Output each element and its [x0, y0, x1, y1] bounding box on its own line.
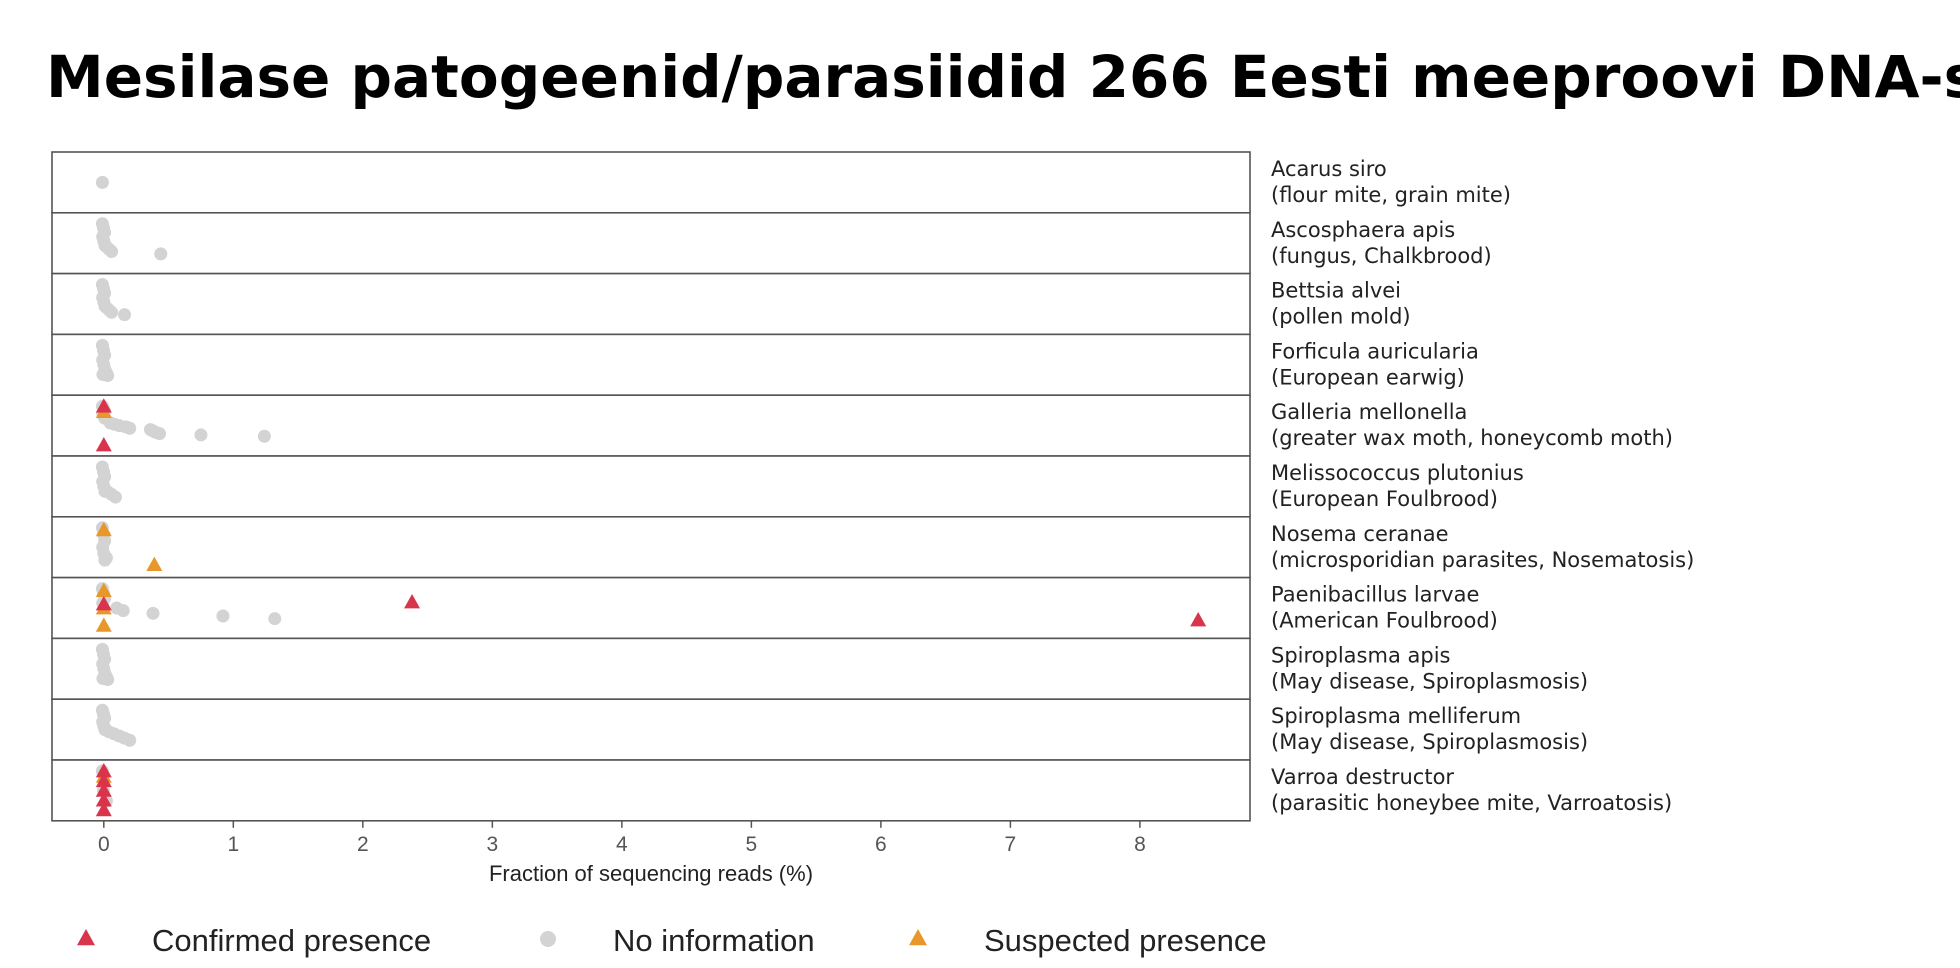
- no-information-point: [194, 428, 208, 442]
- confirmed-presence-point: [95, 772, 112, 788]
- confirmed-presence-point: [95, 437, 112, 452]
- legend-suspected-label: Suspected presence: [984, 923, 1267, 958]
- panel-frame: [51, 394, 1251, 457]
- x-tick-label: 5: [746, 833, 758, 856]
- legend-confirmed-marker: [77, 929, 95, 946]
- suspected-presence-point: [95, 582, 112, 597]
- no-information-point: [118, 308, 132, 322]
- panel-common-name-label: (microsporidian parasites, Nosematosis): [1271, 548, 1694, 572]
- panel-common-name-label: (flour mite, grain mite): [1271, 183, 1511, 207]
- panel-frame: [51, 151, 1251, 214]
- no-information-point: [123, 733, 137, 747]
- confirmed-presence-point: [95, 782, 112, 797]
- panel-frame: [51, 515, 1251, 579]
- panel-frame: [51, 759, 1251, 822]
- x-axis-label: Fraction of sequencing reads (%): [489, 861, 813, 886]
- panel: Spiroplasma apis(May disease, Spiroplasm…: [51, 637, 1588, 701]
- suspected-presence-point: [95, 617, 112, 632]
- panel: Paenibacillus larvae(American Foulbrood): [51, 576, 1498, 640]
- chart-legend: Confirmed presence No information Suspecte…: [77, 923, 1267, 958]
- panel: Melissococcus plutonius(European Foulbro…: [51, 455, 1524, 518]
- panel: Galleria mellonella(greater wax moth, ho…: [51, 394, 1673, 457]
- panel: Acarus siro(flour mite, grain mite): [51, 151, 1511, 214]
- no-information-point: [216, 609, 230, 623]
- panel: Bettsia alvei(pollen mold): [51, 272, 1411, 336]
- x-tick-label: 4: [616, 833, 628, 856]
- panel: Varroa destructor(parasitic honeybee mit…: [51, 759, 1672, 822]
- no-information-point: [257, 429, 271, 443]
- confirmed-presence-point: [95, 792, 112, 807]
- x-axis: 0 1 2 3 4 5 6 7 8: [98, 820, 1146, 856]
- panel-species-label: Bettsia alvei: [1271, 279, 1401, 303]
- panel: Spiroplasma melliferum(May disease, Spir…: [51, 698, 1588, 761]
- x-tick-label: 3: [487, 833, 499, 856]
- no-information-point: [108, 490, 122, 504]
- confirmed-presence-point: [95, 763, 112, 778]
- panel-frame: [51, 637, 1251, 701]
- legend-confirmed-label: Confirmed presence: [152, 923, 431, 958]
- x-tick-label: 0: [98, 833, 110, 856]
- panel-common-name-label: (European Foulbrood): [1271, 487, 1498, 511]
- panel-frame: [51, 576, 1251, 640]
- chart-panels: Acarus siro(flour mite, grain mite)Ascos…: [51, 151, 1694, 822]
- panel-frame: [51, 212, 1251, 275]
- panel-species-label: Galleria mellonella: [1271, 400, 1467, 424]
- legend-suspected-marker: [909, 929, 927, 946]
- panel-common-name-label: (fungus, Chalkbrood): [1271, 244, 1492, 268]
- no-information-point: [146, 606, 160, 620]
- no-information-point: [116, 604, 130, 618]
- confirmed-presence-point: [404, 594, 421, 609]
- panel-species-label: Spiroplasma apis: [1271, 643, 1450, 667]
- panel-species-label: Paenibacillus larvae: [1271, 583, 1479, 607]
- panel-common-name-label: (pollen mold): [1271, 305, 1411, 329]
- suspected-presence-point: [95, 521, 112, 537]
- no-information-point: [152, 427, 166, 441]
- panel-species-label: Nosema ceranae: [1271, 522, 1449, 546]
- panel-species-label: Acarus siro: [1271, 157, 1387, 181]
- x-tick-label: 2: [357, 833, 369, 856]
- panel-species-label: Spiroplasma melliferum: [1271, 704, 1521, 728]
- no-information-point: [101, 672, 115, 686]
- panel-common-name-label: (parasitic honeybee mite, Varroatosis): [1271, 791, 1672, 815]
- suspected-presence-point: [146, 556, 163, 571]
- panel-common-name-label: (European earwig): [1271, 365, 1465, 389]
- x-tick-label: 1: [227, 833, 239, 856]
- panel-common-name-label: (May disease, Spiroplasmosis): [1271, 730, 1588, 754]
- x-tick-label: 8: [1134, 833, 1146, 856]
- panel: Nosema ceranae(microsporidian parasites,…: [51, 515, 1694, 579]
- panel-common-name-label: (American Foulbrood): [1271, 609, 1498, 633]
- legend-noinfo-label: No information: [613, 923, 815, 958]
- no-information-point: [105, 305, 119, 319]
- x-tick-label: 7: [1005, 833, 1017, 856]
- panel: Ascosphaera apis(fungus, Chalkbrood): [51, 212, 1492, 275]
- panel-frame: [51, 272, 1251, 336]
- confirmed-presence-point: [95, 801, 112, 817]
- chart-title: Mesilase patogeenid/parasiidid 266 Eesti…: [46, 43, 1960, 111]
- no-information-point: [95, 175, 109, 189]
- panel-species-label: Ascosphaera apis: [1271, 218, 1455, 242]
- legend-noinfo-marker: [540, 931, 556, 947]
- no-information-point: [101, 368, 115, 382]
- panel: Forficula auricularia(European earwig): [51, 333, 1479, 396]
- no-information-point: [99, 551, 113, 565]
- panel-common-name-label: (greater wax moth, honeycomb moth): [1271, 426, 1673, 450]
- panel-frame: [51, 698, 1251, 761]
- panel-species-label: Melissococcus plutonius: [1271, 461, 1524, 485]
- no-information-point: [123, 421, 137, 435]
- confirmed-presence-point: [95, 596, 112, 611]
- no-information-point: [268, 612, 282, 626]
- panel-species-label: Varroa destructor: [1271, 765, 1454, 789]
- panel-species-label: Forficula auricularia: [1271, 339, 1479, 363]
- no-information-point: [105, 244, 119, 258]
- confirmed-presence-point: [1190, 612, 1207, 627]
- x-tick-label: 6: [875, 833, 887, 856]
- panel-frame: [51, 455, 1251, 518]
- panel-frame: [51, 333, 1251, 396]
- no-information-point: [154, 247, 168, 261]
- confirmed-presence-point: [95, 398, 112, 413]
- panel-common-name-label: (May disease, Spiroplasmosis): [1271, 669, 1588, 693]
